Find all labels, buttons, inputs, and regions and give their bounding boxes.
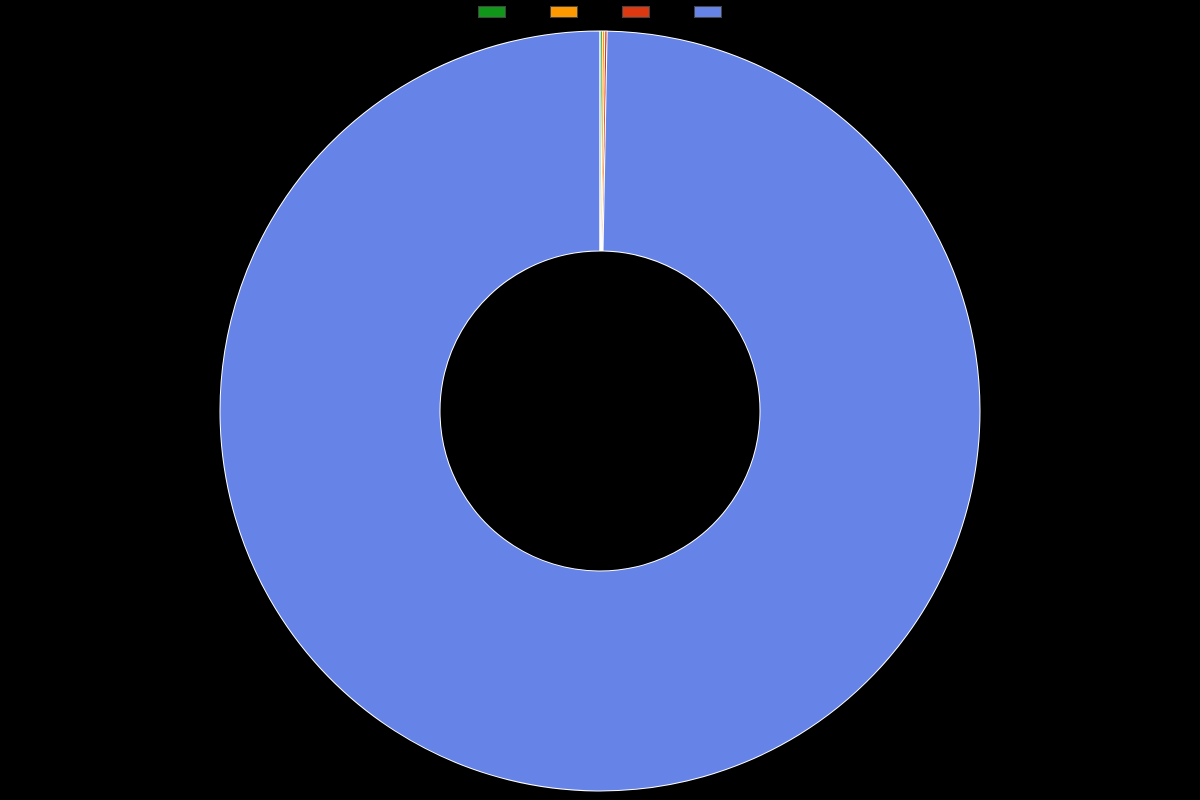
legend-swatch-0: [478, 6, 506, 18]
legend-item-3[interactable]: [694, 6, 722, 18]
legend-swatch-3: [694, 6, 722, 18]
legend-swatch-2: [622, 6, 650, 18]
legend-item-0[interactable]: [478, 6, 506, 18]
legend-item-1[interactable]: [550, 6, 578, 18]
donut-chart: [0, 22, 1200, 800]
page-root: [0, 0, 1200, 800]
legend-item-2[interactable]: [622, 6, 650, 18]
legend-swatch-1: [550, 6, 578, 18]
chart-legend: [0, 6, 1200, 18]
donut-svg: [0, 22, 1200, 800]
